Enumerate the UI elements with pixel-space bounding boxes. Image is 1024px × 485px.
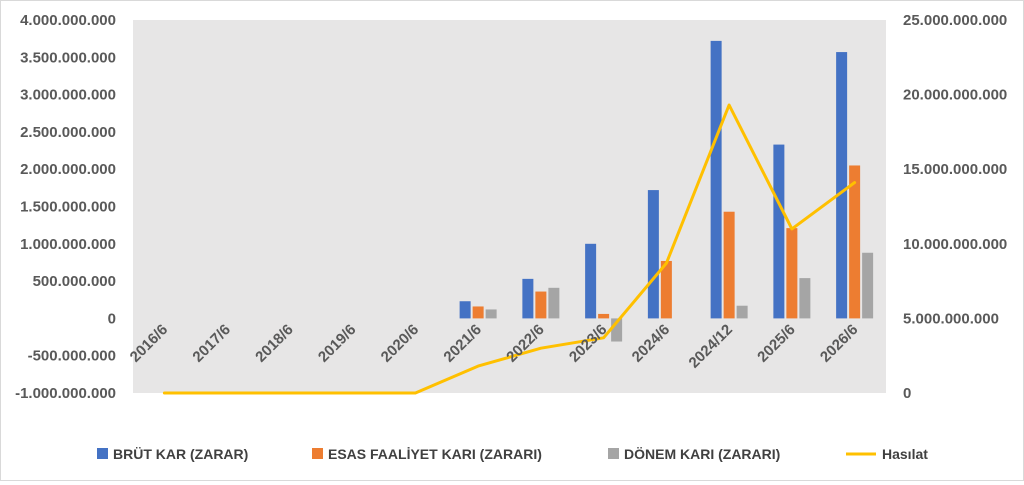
bar-net-profit xyxy=(486,309,497,318)
right-axis: 0 5.000.000.000 10.000.000.000 15.000.000.0… xyxy=(903,12,1007,402)
legend-label: DÖNEM KARI (ZARARI) xyxy=(624,446,780,462)
bar-gross-profit xyxy=(836,52,847,318)
right-axis-tick-label: 25.000.000.000 xyxy=(903,12,1007,29)
bar-operating-profit xyxy=(535,292,546,319)
bar-operating-profit xyxy=(849,165,860,318)
legend-swatch xyxy=(312,448,323,459)
legend-swatch xyxy=(97,448,108,459)
legend-swatch xyxy=(608,448,619,459)
left-axis: -1.000.000.000 -500.000.000 0 500.000.000 1.… xyxy=(15,12,116,402)
right-axis-tick-label: 20.000.000.000 xyxy=(903,87,1007,104)
legend-label: ESAS FAALİYET KARI (ZARARI) xyxy=(328,446,542,462)
left-axis-tick-label: 1.500.000.000 xyxy=(20,199,116,216)
bar-gross-profit xyxy=(648,190,659,318)
bar-net-profit xyxy=(862,253,873,319)
left-axis-tick-label: -500.000.000 xyxy=(28,348,116,365)
left-axis-tick-label: 1.000.000.000 xyxy=(20,236,116,253)
right-axis-tick-label: 0 xyxy=(903,385,911,402)
right-axis-tick-label: 15.000.000.000 xyxy=(903,161,1007,178)
bar-net-profit xyxy=(737,306,748,319)
left-axis-tick-label: 2.000.000.000 xyxy=(20,161,116,178)
bar-net-profit xyxy=(548,288,559,319)
right-axis-tick-label: 5.000.000.000 xyxy=(903,310,999,327)
right-axis-tick-label: 10.000.000.000 xyxy=(903,236,1007,253)
bar-gross-profit xyxy=(522,279,533,319)
left-axis-tick-label: 500.000.000 xyxy=(33,273,116,290)
bar-gross-profit xyxy=(711,41,722,319)
left-axis-tick-label: 3.000.000.000 xyxy=(20,87,116,104)
bar-operating-profit xyxy=(724,212,735,319)
bar-net-profit xyxy=(799,278,810,318)
left-axis-tick-label: 4.000.000.000 xyxy=(20,12,116,29)
left-axis-tick-label: 2.500.000.000 xyxy=(20,124,116,141)
legend-label: BRÜT KAR (ZARAR) xyxy=(113,446,248,462)
bar-operating-profit xyxy=(473,306,484,318)
left-axis-tick-label: 3.500.000.000 xyxy=(20,49,116,66)
left-axis-tick-label: -1.000.000.000 xyxy=(15,385,116,402)
left-axis-tick-label: 0 xyxy=(108,310,116,327)
legend-label: Hasılat xyxy=(882,446,928,462)
bar-gross-profit xyxy=(460,301,471,318)
bar-gross-profit xyxy=(773,145,784,319)
bar-gross-profit xyxy=(585,244,596,319)
legend: BRÜT KAR (ZARAR) ESAS FAALİYET KARI (ZARA… xyxy=(97,446,928,462)
bar-operating-profit xyxy=(786,228,797,318)
bar-operating-profit xyxy=(598,314,609,318)
